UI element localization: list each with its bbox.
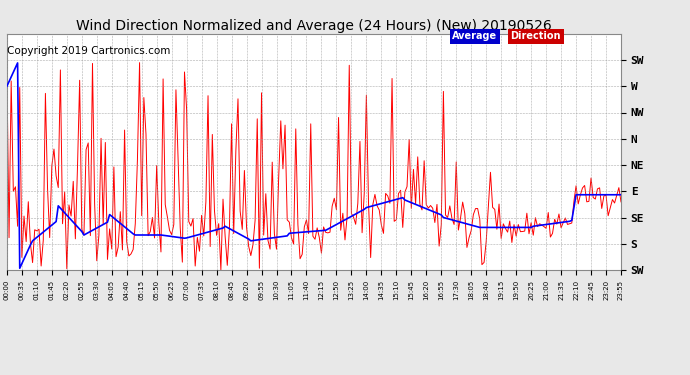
Text: Direction: Direction xyxy=(511,32,561,41)
Text: Average: Average xyxy=(452,32,497,41)
Title: Wind Direction Normalized and Average (24 Hours) (New) 20190526: Wind Direction Normalized and Average (2… xyxy=(76,19,552,33)
Text: Copyright 2019 Cartronics.com: Copyright 2019 Cartronics.com xyxy=(7,46,170,56)
